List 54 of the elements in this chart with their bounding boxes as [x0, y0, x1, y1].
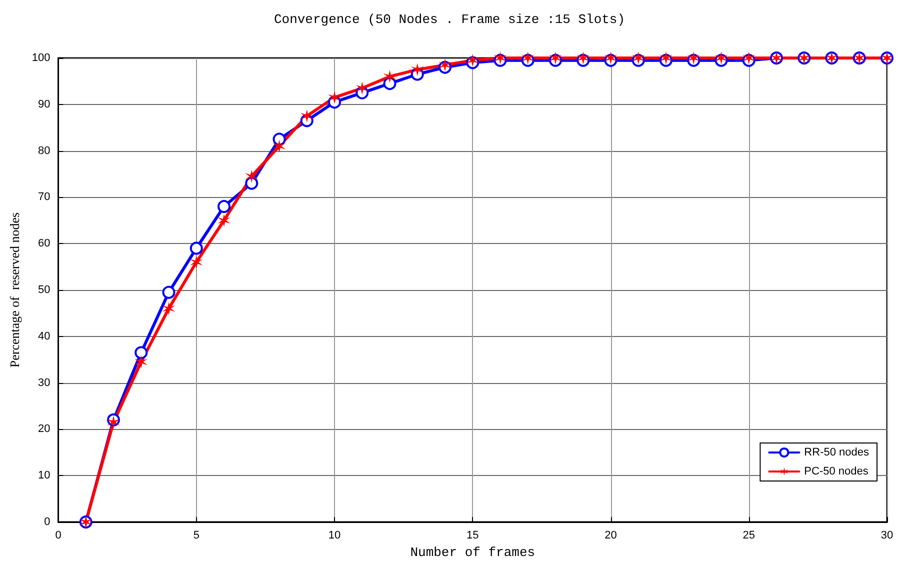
x-tick-label: 20 — [604, 530, 617, 542]
y-tick-label: 50 — [38, 284, 50, 296]
point — [687, 52, 700, 64]
point — [576, 52, 590, 64]
point — [107, 416, 120, 429]
point — [742, 52, 756, 64]
point — [218, 214, 230, 227]
point — [356, 82, 369, 95]
y-tick-label: 90 — [38, 98, 50, 110]
point — [272, 140, 286, 153]
point — [466, 54, 480, 67]
point — [714, 52, 728, 64]
point — [383, 70, 396, 84]
chart-title: Convergence (50 Nodes . Frame size :15 Slots) — [274, 12, 626, 27]
x-tick-label: 10 — [328, 530, 341, 542]
y-tick-label: 40 — [38, 330, 50, 342]
point — [494, 52, 507, 64]
x-tick-label: 15 — [466, 530, 479, 542]
point — [134, 346, 148, 360]
point — [190, 242, 203, 255]
point — [632, 52, 645, 64]
point — [300, 110, 314, 122]
point — [218, 200, 230, 213]
point — [604, 52, 618, 64]
point — [245, 176, 258, 190]
legend-label: PC-50 nodes — [804, 466, 869, 478]
x-tick-label: 5 — [193, 530, 200, 542]
y-tick-label: 80 — [38, 144, 50, 157]
point — [549, 52, 562, 64]
y-tick-label: 70 — [38, 191, 50, 204]
point — [272, 132, 286, 146]
point — [190, 256, 203, 269]
y-axis-title: Percentage of reserved nodes — [7, 212, 22, 368]
point — [162, 302, 176, 316]
x-tick-label: 25 — [742, 530, 755, 542]
y-tick-label: 10 — [38, 470, 50, 482]
point — [245, 170, 258, 183]
legend-label: RR-50 nodes — [804, 446, 870, 458]
x-tick-label: 30 — [880, 530, 894, 542]
point — [162, 286, 176, 299]
point — [521, 52, 534, 64]
y-tick-label: 0 — [44, 516, 50, 528]
point — [134, 355, 148, 368]
y-tick-label: 30 — [38, 376, 50, 389]
point — [438, 58, 452, 72]
y-tick-label: 60 — [38, 238, 50, 250]
y-tick-label: 100 — [32, 52, 50, 64]
point — [410, 63, 424, 76]
point — [383, 77, 396, 90]
point — [660, 52, 672, 64]
x-axis-title: Number of frames — [410, 544, 536, 560]
y-tick-label: 20 — [38, 423, 50, 436]
x-tick-label: 0 — [55, 530, 62, 542]
point — [328, 90, 341, 104]
